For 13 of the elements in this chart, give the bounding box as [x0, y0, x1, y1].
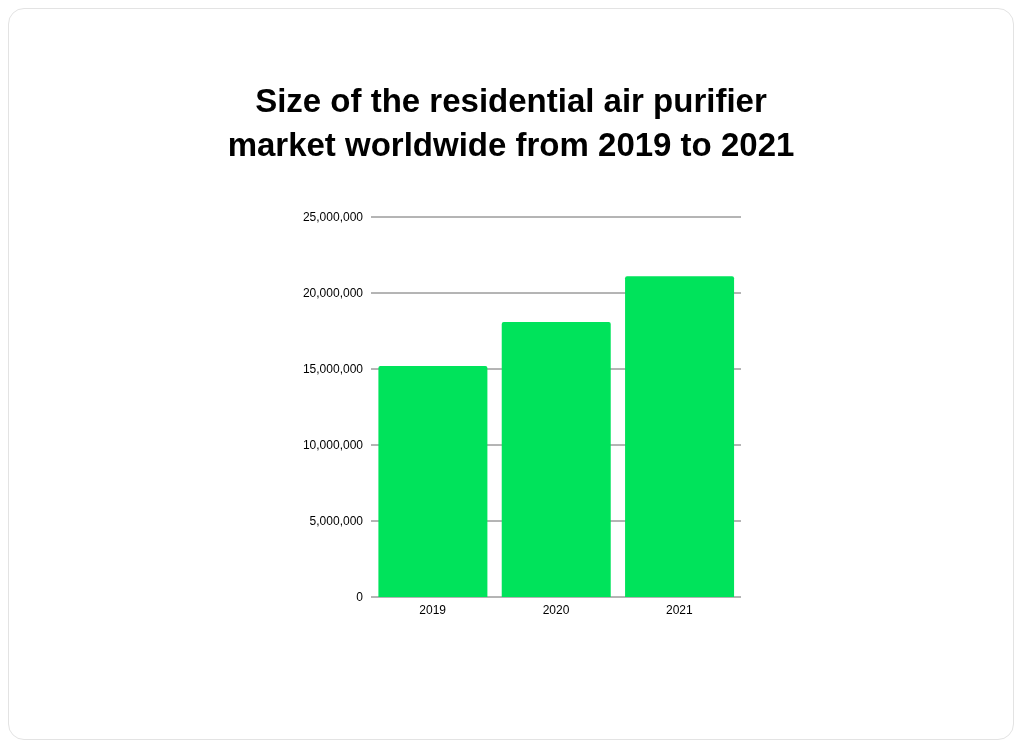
y-tick-label: 0 [356, 590, 364, 605]
bar [501, 321, 611, 597]
x-tick-label: 2021 [665, 602, 693, 617]
bar [625, 276, 735, 597]
x-tick-label: 2019 [419, 602, 447, 617]
y-tick-label: 20,000,000 [302, 286, 364, 301]
chart-title: Size of the residential air purifier market worldwide from 2019 to 2021 [226, 81, 796, 165]
x-tick-label: 2020 [542, 602, 570, 617]
y-tick-label: 15,000,000 [302, 362, 364, 377]
y-tick-label: 5,000,000 [309, 514, 364, 529]
bar [378, 365, 488, 597]
y-tick-label: 25,000,000 [302, 210, 364, 225]
y-tick-label: 10,000,000 [302, 438, 364, 453]
